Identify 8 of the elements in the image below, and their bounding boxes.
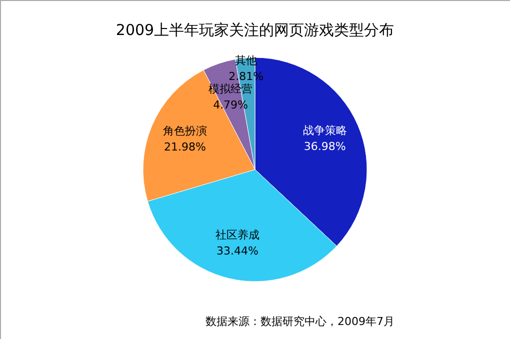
slice-label: 角色扮演 bbox=[162, 124, 207, 138]
data-label: 33.44% bbox=[216, 244, 258, 258]
data-label: 36.98% bbox=[304, 140, 346, 154]
source-note: 数据来源：数据研究中心，2009年7月 bbox=[206, 315, 394, 328]
slice-label: 社区养成 bbox=[215, 228, 260, 242]
slice-label: 战争策略 bbox=[302, 124, 347, 138]
data-label: 21.98% bbox=[164, 140, 206, 154]
chart-title: 2009上半年玩家关注的网页游戏类型分布 bbox=[116, 21, 394, 39]
